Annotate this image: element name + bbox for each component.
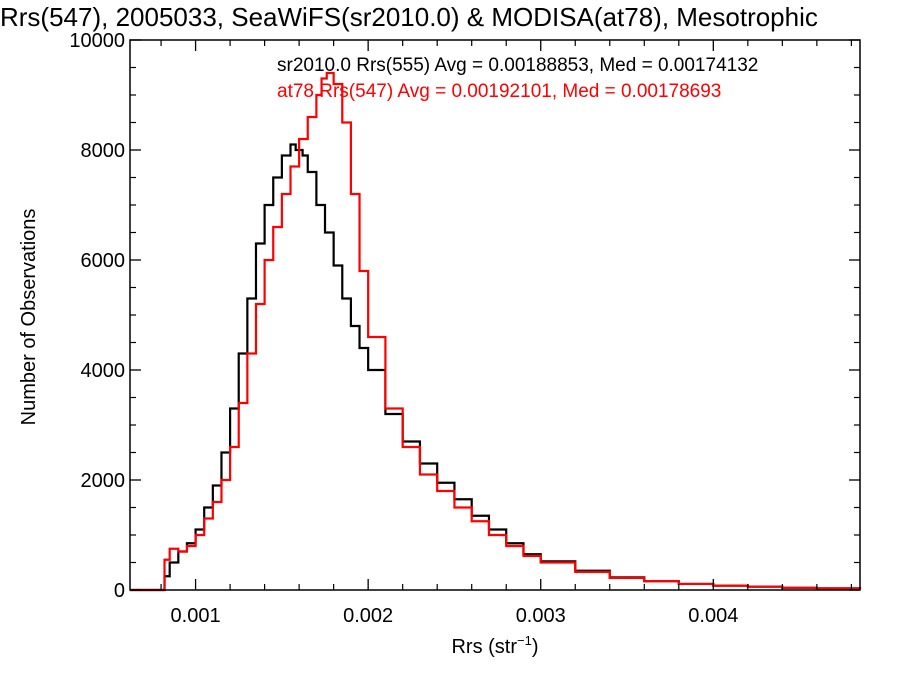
x-axis-label-main: Rrs (str [451, 636, 517, 658]
chart-title: Rrs(547), 2005033, SeaWiFS(sr2010.0) & M… [0, 2, 818, 32]
series-line-1 [130, 71, 862, 592]
y-tick-label: 0 [114, 580, 125, 602]
annotation-at78: at78 Rrs(547) Avg = 0.00192101, Med = 0.… [277, 81, 721, 102]
annotation-sr2010: sr2010.0 Rrs(555) Avg = 0.00188853, Med … [277, 55, 758, 76]
y-axis-label: Number of Observations [18, 209, 40, 426]
tick-layer: 0.001 0.002 0.003 0.004 0 2000 4000 6000 8000 100… [69, 30, 860, 627]
x-axis-label: Rrs (str−1) [451, 633, 538, 658]
series-layer [130, 71, 862, 592]
y-tick-label: 4000 [81, 360, 126, 382]
series-line-0 [130, 143, 862, 592]
y-tick-label: 2000 [81, 470, 126, 492]
x-tick-label: 0.001 [171, 605, 221, 627]
x-axis-label-close: ) [532, 636, 539, 658]
y-tick-label: 6000 [81, 250, 126, 272]
y-tick-label: 10000 [69, 30, 125, 52]
x-tick-label: 0.002 [343, 605, 393, 627]
plot-frame [129, 39, 861, 591]
y-tick-label: 8000 [81, 140, 126, 162]
x-tick-label: 0.003 [516, 605, 566, 627]
x-tick-label: 0.004 [688, 605, 738, 627]
x-axis-label-superscript: −1 [517, 633, 532, 648]
